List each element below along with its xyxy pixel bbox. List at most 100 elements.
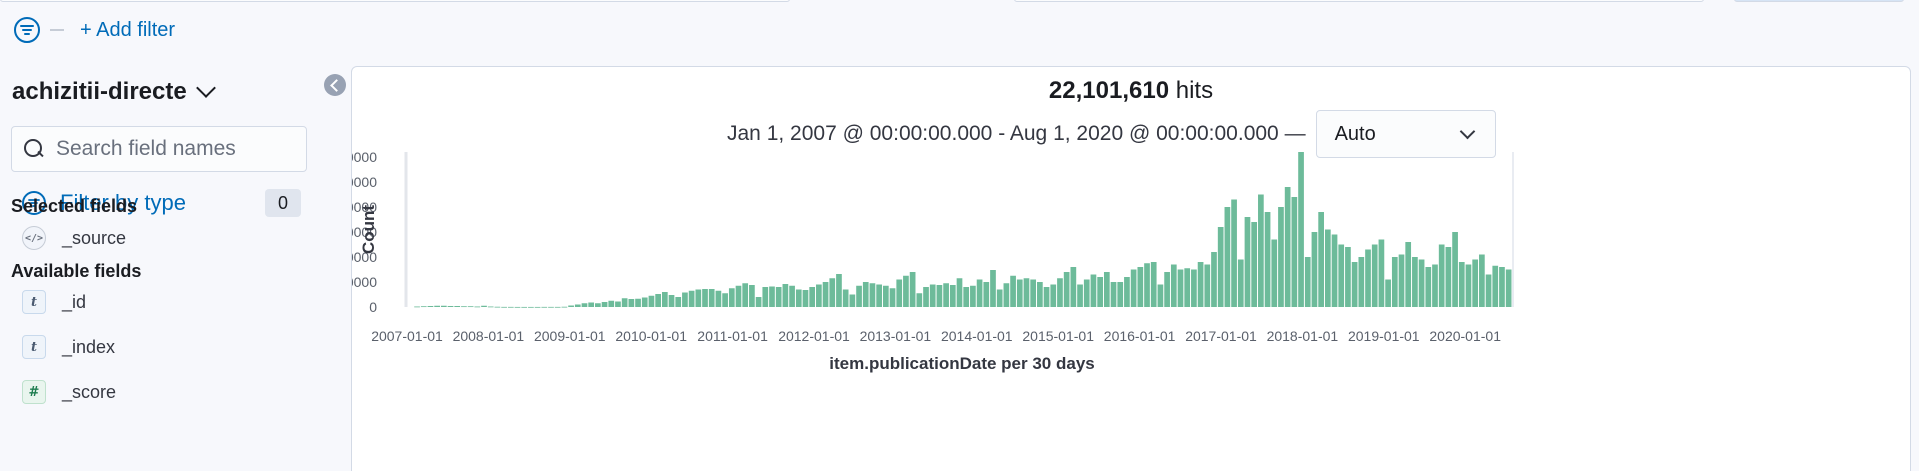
histogram-bar[interactable]: [1164, 272, 1170, 307]
histogram-bar[interactable]: [1050, 284, 1057, 308]
histogram-bar[interactable]: [628, 299, 635, 307]
histogram-bar[interactable]: [909, 272, 916, 307]
histogram-bar[interactable]: [1103, 272, 1110, 307]
histogram-bar[interactable]: [1258, 194, 1264, 308]
filter-by-type-button[interactable]: Filter by type: [22, 190, 186, 216]
histogram-bar[interactable]: [903, 275, 909, 307]
histogram-bar[interactable]: [782, 284, 789, 307]
histogram-bar[interactable]: [1472, 259, 1479, 308]
histogram-bar[interactable]: [1298, 152, 1304, 307]
histogram-bar[interactable]: [1398, 254, 1405, 308]
histogram-bar[interactable]: [641, 297, 648, 308]
histogram-bar[interactable]: [1137, 267, 1144, 307]
histogram-bar[interactable]: [1003, 283, 1010, 307]
search-field-names-input[interactable]: [56, 137, 296, 161]
histogram-bar[interactable]: [976, 279, 983, 308]
histogram-bar[interactable]: [722, 293, 728, 307]
histogram-bar[interactable]: [943, 283, 949, 307]
histogram-bar[interactable]: [916, 293, 923, 307]
histogram-bar[interactable]: [882, 285, 889, 307]
histogram-bar[interactable]: [1224, 207, 1231, 307]
histogram-bar[interactable]: [1324, 229, 1331, 308]
histogram-bar[interactable]: [1358, 257, 1365, 307]
histogram-bar[interactable]: [541, 306, 548, 308]
histogram-bar[interactable]: [829, 278, 836, 307]
histogram-bar[interactable]: [1284, 187, 1291, 307]
histogram-bar[interactable]: [574, 304, 581, 308]
interval-select[interactable]: Auto: [1315, 110, 1496, 158]
histogram-bar[interactable]: [695, 289, 702, 308]
histogram-bar[interactable]: [1438, 244, 1445, 308]
histogram-bar[interactable]: [1405, 242, 1412, 307]
histogram-bar[interactable]: [1097, 277, 1103, 307]
histogram-bar[interactable]: [1090, 274, 1097, 308]
histogram-bar[interactable]: [1331, 234, 1338, 308]
histogram-bar[interactable]: [856, 285, 862, 307]
histogram-bar[interactable]: [1425, 267, 1432, 307]
histogram-bar[interactable]: [1037, 282, 1043, 307]
histogram-bar[interactable]: [1130, 269, 1137, 308]
histogram-bar[interactable]: [1391, 257, 1398, 307]
histogram-bar[interactable]: [554, 306, 561, 308]
histogram-bar[interactable]: [869, 283, 876, 307]
histogram-bar[interactable]: [1184, 268, 1191, 307]
histogram-bar[interactable]: [728, 288, 735, 307]
histogram-bar[interactable]: [1191, 269, 1197, 308]
histogram-bar[interactable]: [588, 302, 595, 308]
histogram-bar[interactable]: [795, 289, 802, 308]
histogram-bar[interactable]: [1418, 259, 1425, 308]
histogram-bar[interactable]: [1237, 259, 1244, 308]
histogram-bar[interactable]: [749, 285, 755, 307]
histogram-bar[interactable]: [1412, 257, 1418, 307]
histogram-bar[interactable]: [1505, 269, 1512, 308]
field-item-id[interactable]: t _id: [22, 290, 86, 314]
histogram-bar[interactable]: [548, 306, 554, 308]
histogram-bar[interactable]: [1278, 207, 1284, 307]
histogram-bar[interactable]: [775, 287, 782, 307]
histogram-bar[interactable]: [675, 297, 682, 307]
histogram-bar[interactable]: [970, 285, 976, 307]
histogram-bar[interactable]: [568, 305, 574, 308]
histogram-bar[interactable]: [836, 274, 842, 307]
histogram-bar[interactable]: [1365, 249, 1371, 308]
histogram-bar[interactable]: [849, 294, 856, 308]
histogram-bar[interactable]: [621, 298, 628, 307]
histogram-bar[interactable]: [427, 306, 434, 307]
histogram-bar[interactable]: [1144, 263, 1150, 307]
filter-options-icon[interactable]: [14, 17, 40, 43]
histogram-bar[interactable]: [1016, 279, 1023, 308]
histogram-bar[interactable]: [494, 306, 501, 308]
histogram-bar[interactable]: [1043, 287, 1050, 307]
histogram-bar[interactable]: [1157, 284, 1164, 308]
histogram-bar[interactable]: [608, 300, 615, 307]
histogram-bar[interactable]: [822, 282, 829, 307]
histogram-bar[interactable]: [983, 282, 990, 307]
histogram-bar[interactable]: [507, 306, 514, 308]
histogram-bar[interactable]: [936, 285, 943, 307]
histogram-bar[interactable]: [1452, 232, 1458, 307]
histogram-bar[interactable]: [595, 303, 601, 307]
histogram-bar[interactable]: [481, 305, 487, 307]
histogram-bar[interactable]: [1117, 282, 1124, 307]
histogram-bar[interactable]: [688, 290, 695, 307]
histogram-bar[interactable]: [1432, 264, 1438, 308]
histogram-bar[interactable]: [809, 287, 816, 307]
histogram-bar[interactable]: [1083, 279, 1090, 308]
histogram-bar[interactable]: [1371, 244, 1378, 308]
histogram-bar[interactable]: [1351, 262, 1358, 307]
histogram-bar[interactable]: [923, 287, 929, 307]
histogram-bar[interactable]: [1385, 279, 1391, 308]
histogram-bar[interactable]: [1499, 267, 1505, 307]
histogram-bar[interactable]: [1070, 267, 1077, 307]
histogram-bar[interactable]: [1030, 279, 1037, 308]
histogram-bar[interactable]: [655, 294, 661, 307]
histogram-bar[interactable]: [802, 290, 809, 307]
histogram-bar[interactable]: [876, 284, 882, 308]
field-item-index[interactable]: t _index: [22, 335, 115, 359]
histogram-bar[interactable]: [769, 286, 775, 308]
histogram-bar[interactable]: [668, 295, 675, 307]
histogram-bar[interactable]: [461, 306, 467, 308]
histogram-bar[interactable]: [1311, 232, 1318, 307]
histogram-bar[interactable]: [1057, 278, 1063, 307]
histogram-bar[interactable]: [1445, 247, 1452, 307]
